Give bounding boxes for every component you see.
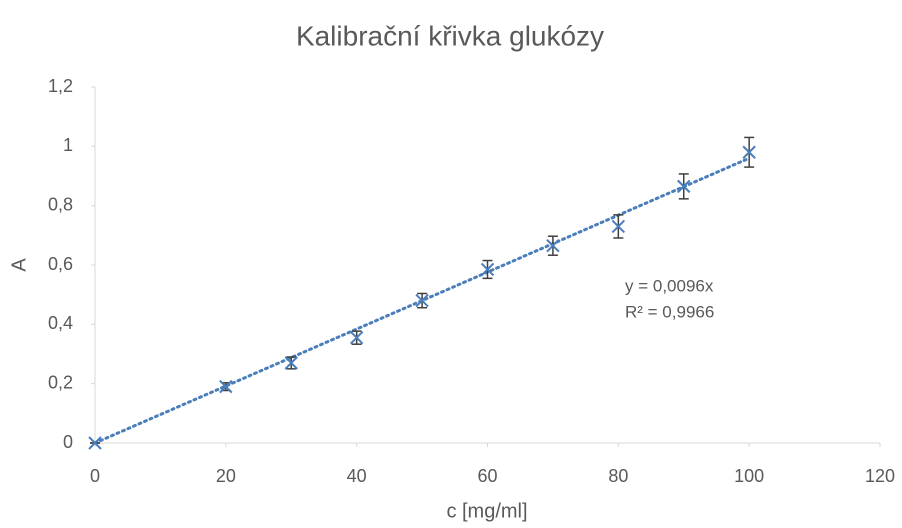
marker — [611, 219, 626, 234]
y-tick-label: 1,2 — [48, 76, 73, 96]
marker — [88, 436, 102, 450]
y-tick-label: 0,6 — [48, 254, 73, 274]
x-axis-label: c [mg/ml] — [446, 500, 527, 522]
marker — [349, 330, 364, 345]
y-tick-label: 0 — [63, 432, 73, 452]
y-tick-label: 1 — [63, 135, 73, 155]
y-axis-label: A — [8, 258, 30, 272]
x-tick-label: 60 — [477, 466, 497, 486]
chart-title: Kalibrační křivka glukózy — [296, 20, 604, 51]
trend-r-squared: R² = 0,9966 — [625, 302, 714, 321]
marker — [546, 239, 560, 253]
y-tick-label: 0,4 — [48, 313, 73, 333]
trend-equation: y = 0,0096x — [625, 276, 714, 295]
marker — [677, 179, 691, 194]
x-tick-label: 80 — [608, 466, 628, 486]
marker — [284, 356, 298, 370]
marker — [415, 293, 429, 308]
marker — [219, 379, 233, 394]
x-tick-label: 40 — [347, 466, 367, 486]
y-tick-label: 0,2 — [48, 372, 73, 392]
x-tick-label: 120 — [865, 466, 895, 486]
x-tick-label: 100 — [734, 466, 764, 486]
x-tick-label: 0 — [90, 466, 100, 486]
marker — [742, 145, 756, 159]
y-tick-label: 0,8 — [48, 194, 73, 214]
marker — [480, 262, 495, 277]
x-tick-label: 20 — [216, 466, 236, 486]
